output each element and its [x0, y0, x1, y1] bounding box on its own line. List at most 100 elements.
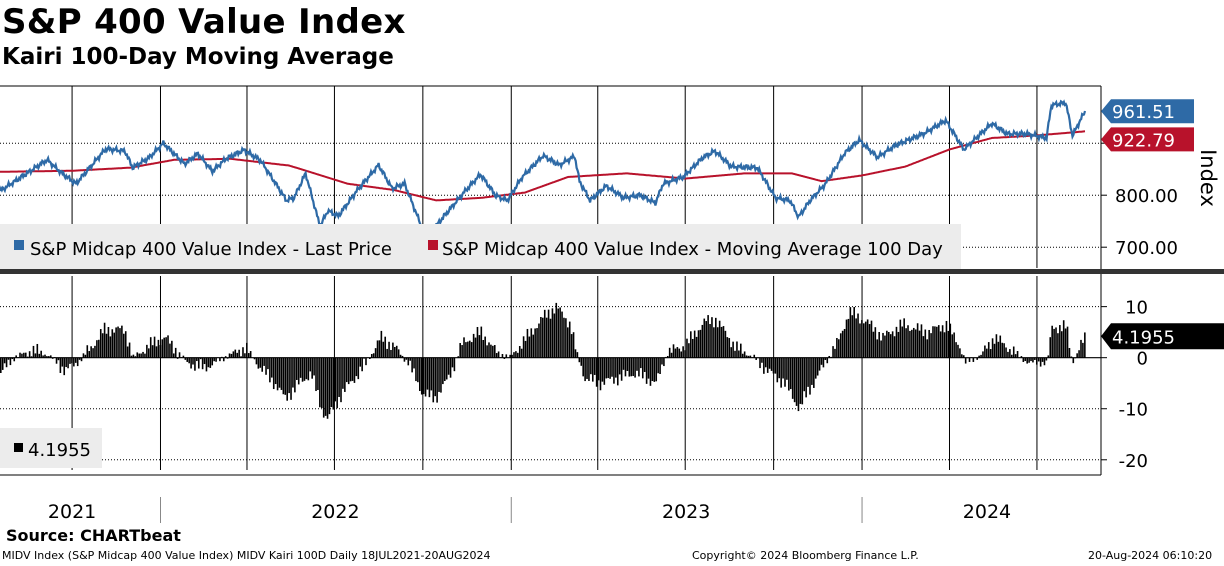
kairi-bar: [459, 343, 461, 358]
kairi-bar: [294, 357, 296, 393]
kairi-bar: [591, 357, 594, 382]
kairi-bar: [978, 355, 980, 358]
kairi-bar: [157, 339, 160, 358]
kairi-bar: [555, 302, 558, 358]
kairi-bar: [530, 328, 533, 358]
kairi-bar: [616, 357, 619, 386]
kairi-bar: [411, 357, 413, 373]
kairi-bar: [274, 357, 277, 385]
source-note: Source: CHARTbeat: [6, 526, 181, 545]
kairi-bar: [361, 357, 363, 372]
chart-subtitle: Kairi 100-Day Moving Average: [2, 44, 394, 70]
kairi-bar: [922, 336, 925, 358]
kairi-bar: [486, 345, 488, 358]
kairi-bar: [784, 357, 786, 387]
kairi-bar: [42, 355, 44, 358]
kairi-bar: [497, 351, 500, 358]
kairi-bar: [111, 329, 114, 358]
kairi-bar: [886, 330, 888, 358]
kairi-bar: [705, 321, 707, 358]
kairi-bar: [1035, 357, 1038, 365]
kairi-bar: [939, 331, 942, 358]
kairi-bar: [305, 357, 308, 380]
kairi-bar: [799, 357, 802, 404]
kairi-bar: [891, 331, 894, 358]
kairi-bar: [503, 357, 506, 359]
kairi-bar: [991, 338, 994, 358]
y-axis-title: Index: [1196, 149, 1220, 207]
kairi-bar: [880, 340, 882, 358]
kairi-bar: [655, 357, 658, 382]
kairi-bar: [684, 350, 686, 358]
kairi-bar: [953, 332, 955, 358]
kairi-bar: [807, 357, 809, 387]
kairi-bar: [224, 356, 227, 358]
kairi-bar: [666, 355, 669, 358]
kairi-bar: [463, 337, 465, 358]
kairi-bar: [976, 357, 979, 360]
kairi-bar: [332, 357, 335, 410]
kairi-bar: [488, 342, 490, 358]
kairi-bar: [140, 353, 142, 358]
kairi-bar: [1001, 342, 1003, 358]
kairi-bar: [749, 355, 752, 358]
kairi-bar: [88, 351, 91, 358]
kairi-bar: [864, 321, 867, 358]
kairi-bar: [638, 357, 640, 377]
kairi-bar: [613, 357, 615, 384]
kairi-bar: [222, 357, 225, 362]
kairi-bar: [94, 345, 96, 358]
kairi-bar: [82, 353, 85, 358]
kairi-bar: [959, 348, 961, 358]
kairi-bar: [492, 345, 494, 358]
kairi-bar: [474, 337, 477, 358]
kairi-bar: [995, 334, 998, 358]
kairi-bar: [668, 347, 671, 358]
kairi-bar: [96, 340, 98, 358]
kairi-bar: [38, 353, 41, 358]
kairi-bar: [582, 357, 584, 377]
kairi-bar: [63, 357, 66, 376]
kairi-bar: [1020, 356, 1023, 358]
kairi-bar: [347, 357, 350, 385]
kairi-bar: [824, 357, 827, 360]
kairi-bar: [345, 357, 348, 383]
kairi-bar: [261, 357, 263, 372]
kairi-bar: [73, 357, 75, 367]
kairi-bar: [520, 348, 523, 358]
kairi-bar: [793, 357, 796, 403]
kairi-bar: [457, 356, 460, 358]
kairi-bar: [234, 349, 237, 358]
kairi-bar: [365, 357, 367, 366]
kairi-bar: [394, 346, 396, 358]
kairi-bar: [928, 329, 930, 358]
kairi-bar: [353, 357, 356, 383]
kairi-bar: [936, 326, 938, 358]
kairi-bar: [378, 340, 381, 358]
kairi-bar: [9, 357, 12, 366]
kairi-bar: [13, 357, 16, 362]
kairi-bar: [847, 318, 850, 358]
kairi-bar: [524, 340, 527, 358]
kairi-bar: [259, 357, 262, 368]
kairi-bar: [340, 357, 342, 403]
kairi-bar: [572, 332, 575, 358]
kairi-bar: [172, 353, 175, 358]
kairi-bar: [59, 357, 62, 373]
kairi-bar: [34, 353, 37, 358]
kairi-bar: [603, 357, 606, 385]
kairi-bar: [713, 327, 715, 358]
kairi-bar: [178, 352, 181, 358]
kairi-bar: [1051, 325, 1053, 358]
kairi-bar: [659, 357, 661, 374]
kairi-bar: [547, 309, 550, 358]
kairi-bar: [672, 344, 675, 358]
kairi-bar: [911, 329, 913, 358]
x-tick-label: 2023: [662, 501, 710, 523]
legend-swatch-price: [14, 240, 24, 250]
kairi-bar: [732, 341, 734, 358]
kairi-bar: [1078, 350, 1080, 358]
kairi-bar: [945, 320, 948, 358]
kairi-bar: [242, 347, 244, 358]
kairi-bar: [440, 357, 442, 393]
